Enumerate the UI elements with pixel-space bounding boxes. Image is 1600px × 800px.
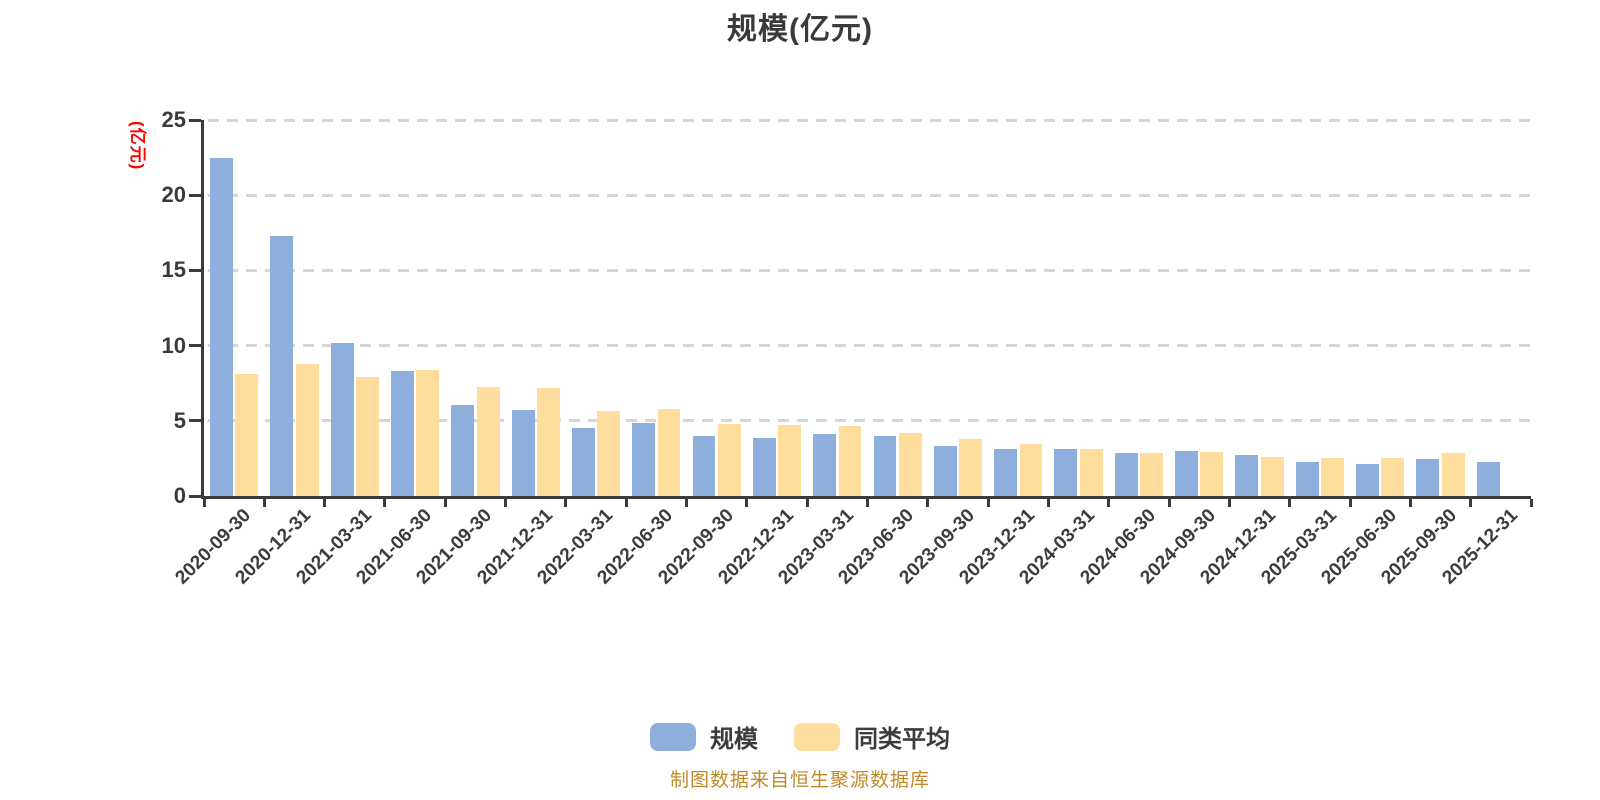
bar-scale-2025-03-31 xyxy=(1295,462,1319,496)
x-tick-mark-4 xyxy=(443,499,447,507)
bar-category-average-2025-09-30 xyxy=(1441,453,1465,496)
x-tick-mark-22 xyxy=(1529,499,1533,507)
bar-scale-2021-09-30 xyxy=(451,405,475,496)
legend-swatch-category-average xyxy=(794,722,840,751)
legend-swatch-scale xyxy=(650,722,696,751)
x-tick-mark-13 xyxy=(986,499,990,507)
x-tick-mark-19 xyxy=(1348,499,1352,507)
bar-scale-2025-09-30 xyxy=(1416,459,1440,496)
x-tick-mark-20 xyxy=(1408,499,1412,507)
bar-category-average-2022-12-31 xyxy=(778,425,802,496)
bar-category-average-2022-06-30 xyxy=(657,408,681,496)
y-tick-label-5: 5 xyxy=(173,407,186,433)
bar-category-average-2022-03-31 xyxy=(597,411,621,496)
gridline-20 xyxy=(208,193,1537,197)
x-tick-mark-1 xyxy=(262,499,266,507)
x-tick-mark-8 xyxy=(685,499,689,507)
x-tick-mark-10 xyxy=(805,499,809,507)
x-tick-mark-7 xyxy=(624,499,628,507)
legend-label-category-average: 同类平均 xyxy=(854,726,950,753)
y-tick-label-15: 15 xyxy=(161,257,186,283)
bar-category-average-2023-03-31 xyxy=(838,426,862,496)
y-tick-label-20: 20 xyxy=(161,182,186,208)
y-tick-label-0: 0 xyxy=(173,483,186,508)
bar-category-average-2022-09-30 xyxy=(717,423,741,496)
x-tick-mark-18 xyxy=(1288,499,1292,507)
gridline-10 xyxy=(208,344,1537,348)
legend: 规模 同类平均 xyxy=(0,719,1600,754)
y-tick-mark-5 xyxy=(189,419,201,423)
x-tick-mark-2 xyxy=(323,499,327,507)
y-tick-label-10: 10 xyxy=(161,332,186,358)
gridline-15 xyxy=(208,268,1537,272)
gridline-5 xyxy=(208,419,1537,423)
y-tick-mark-15 xyxy=(189,268,201,272)
y-tick-mark-10 xyxy=(189,344,201,348)
legend-label-scale: 规模 xyxy=(710,726,758,753)
bar-scale-2023-12-31 xyxy=(994,449,1018,496)
bar-category-average-2023-09-30 xyxy=(959,438,983,496)
x-tick-mark-5 xyxy=(504,499,508,507)
x-tick-mark-6 xyxy=(564,499,568,507)
bar-scale-2024-03-31 xyxy=(1054,449,1078,496)
x-tick-mark-16 xyxy=(1167,499,1171,507)
bar-scale-2022-03-31 xyxy=(571,428,595,496)
bar-scale-2025-12-31 xyxy=(1476,462,1500,496)
x-tick-mark-14 xyxy=(1046,499,1050,507)
bar-scale-2025-06-30 xyxy=(1356,463,1379,496)
x-tick-mark-0 xyxy=(202,499,206,507)
x-tick-mark-3 xyxy=(383,499,387,507)
bar-scale-2021-03-31 xyxy=(330,342,354,496)
legend-item-category-average[interactable]: 同类平均 xyxy=(794,719,950,754)
bar-category-average-2024-03-31 xyxy=(1079,449,1103,496)
bar-category-average-2020-12-31 xyxy=(295,363,319,496)
x-tick-mark-12 xyxy=(926,499,930,507)
x-tick-mark-21 xyxy=(1469,499,1473,507)
bar-scale-2023-09-30 xyxy=(933,446,957,496)
x-tick-mark-17 xyxy=(1227,499,1231,507)
bar-scale-2020-12-31 xyxy=(270,235,294,496)
bar-category-average-2023-06-30 xyxy=(898,432,922,496)
bar-category-average-2025-03-31 xyxy=(1321,457,1344,496)
bar-category-average-2023-12-31 xyxy=(1019,444,1043,496)
gridline-25 xyxy=(208,118,1537,122)
chart-title: 规模(亿元) xyxy=(727,13,873,46)
legend-item-scale[interactable]: 规模 xyxy=(650,719,758,754)
bar-category-average-2021-12-31 xyxy=(536,387,560,496)
y-tick-mark-0 xyxy=(189,494,201,498)
x-tick-mark-11 xyxy=(866,499,869,507)
bar-scale-2023-03-31 xyxy=(813,434,837,496)
bar-scale-2021-06-30 xyxy=(390,371,414,496)
plot-area xyxy=(189,118,1537,507)
bar-scale-2022-06-30 xyxy=(632,423,656,496)
bar-scale-2024-09-30 xyxy=(1175,450,1199,496)
bar-category-average-2021-03-31 xyxy=(356,377,379,496)
bar-scale-2024-06-30 xyxy=(1114,453,1138,496)
y-tick-label-25: 25 xyxy=(161,107,186,132)
x-axis-labels: 2020-09-30 2020-12-31 2021-03-31 2021-06-30… xyxy=(171,505,1531,635)
data-source-note: 制图数据来自恒生聚源数据库 xyxy=(669,770,930,791)
bar-scale-2020-09-30 xyxy=(210,158,233,496)
bar-scale-2022-12-31 xyxy=(752,438,776,496)
bar-category-average-2021-06-30 xyxy=(416,370,440,496)
y-tick-mark-25 xyxy=(189,118,201,122)
bar-category-average-2024-12-31 xyxy=(1260,456,1284,496)
bar-scale-2021-12-31 xyxy=(511,410,535,496)
bar-category-average-2021-09-30 xyxy=(476,386,500,496)
bar-category-average-2020-09-30 xyxy=(235,374,259,496)
x-tick-mark-15 xyxy=(1107,499,1111,507)
bar-scale-2022-09-30 xyxy=(692,435,716,496)
bar-category-average-2025-06-30 xyxy=(1381,457,1405,496)
bar-category-average-2024-09-30 xyxy=(1200,451,1224,496)
bar-scale-2023-06-30 xyxy=(873,435,897,496)
y-tick-mark-20 xyxy=(189,193,201,197)
bar-scale-2024-12-31 xyxy=(1235,455,1259,496)
bar-category-average-2024-06-30 xyxy=(1140,453,1164,496)
x-tick-mark-9 xyxy=(745,499,749,507)
